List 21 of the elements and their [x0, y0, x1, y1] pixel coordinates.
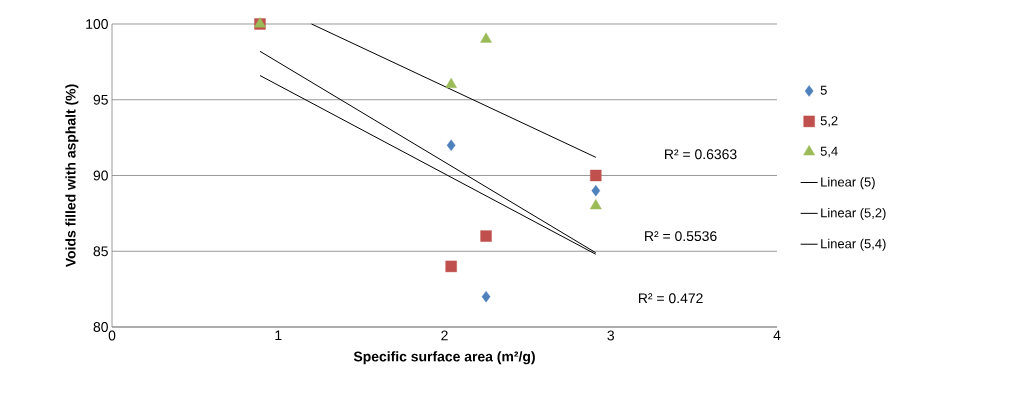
x-tick-label: 3: [607, 330, 615, 341]
x-tick-label: 0: [108, 330, 116, 341]
legend-label: 5,4: [820, 146, 838, 158]
legend-label: Linear (5): [821, 177, 875, 190]
annotation: R² = 0.472: [638, 293, 703, 304]
annotation: R² = 0.5536: [645, 231, 717, 242]
annotation: R² = 0.6363: [665, 149, 737, 160]
legend-label: Linear (5,2): [821, 207, 886, 220]
y-tick-label: 90: [93, 170, 108, 181]
x-tick-label: 2: [441, 330, 448, 341]
y-tick-label: 95: [93, 94, 108, 105]
x-axis-title: Specific surface area (m²/g): [353, 351, 535, 365]
x-tick-label: 1: [275, 330, 282, 341]
legend-label: 5,2: [820, 116, 838, 127]
y-tick-label: 80: [93, 322, 108, 332]
legend-label: 5: [820, 85, 827, 95]
x-tick-label: 4: [773, 330, 781, 341]
y-tick-label: 100: [86, 19, 108, 29]
y-tick-label: 85: [93, 246, 108, 257]
y-axis-title: Voids filled with asphalt (%): [65, 84, 79, 268]
legend-label: Linear (5,4): [821, 238, 886, 251]
